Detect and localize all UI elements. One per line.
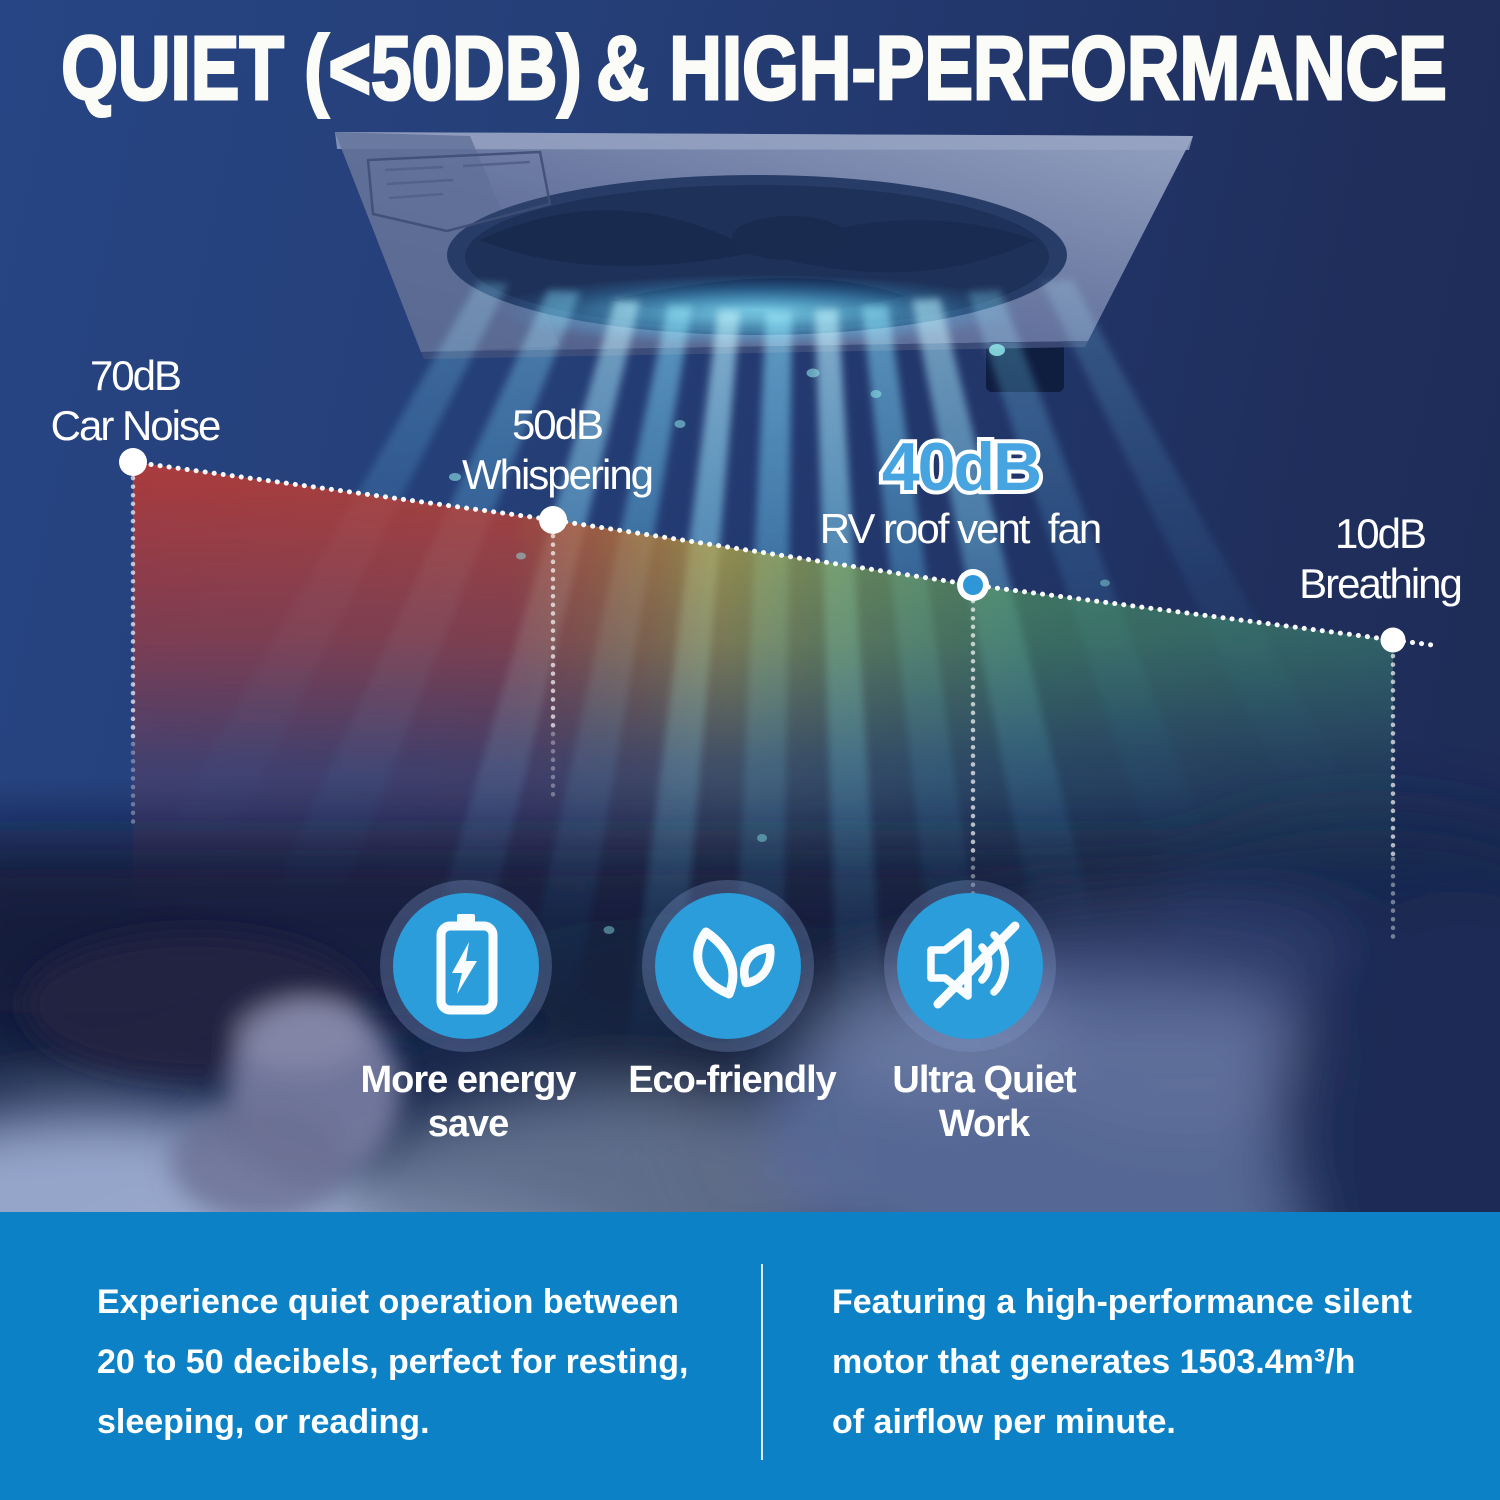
- svg-text:40dB: 40dB: [882, 429, 1040, 505]
